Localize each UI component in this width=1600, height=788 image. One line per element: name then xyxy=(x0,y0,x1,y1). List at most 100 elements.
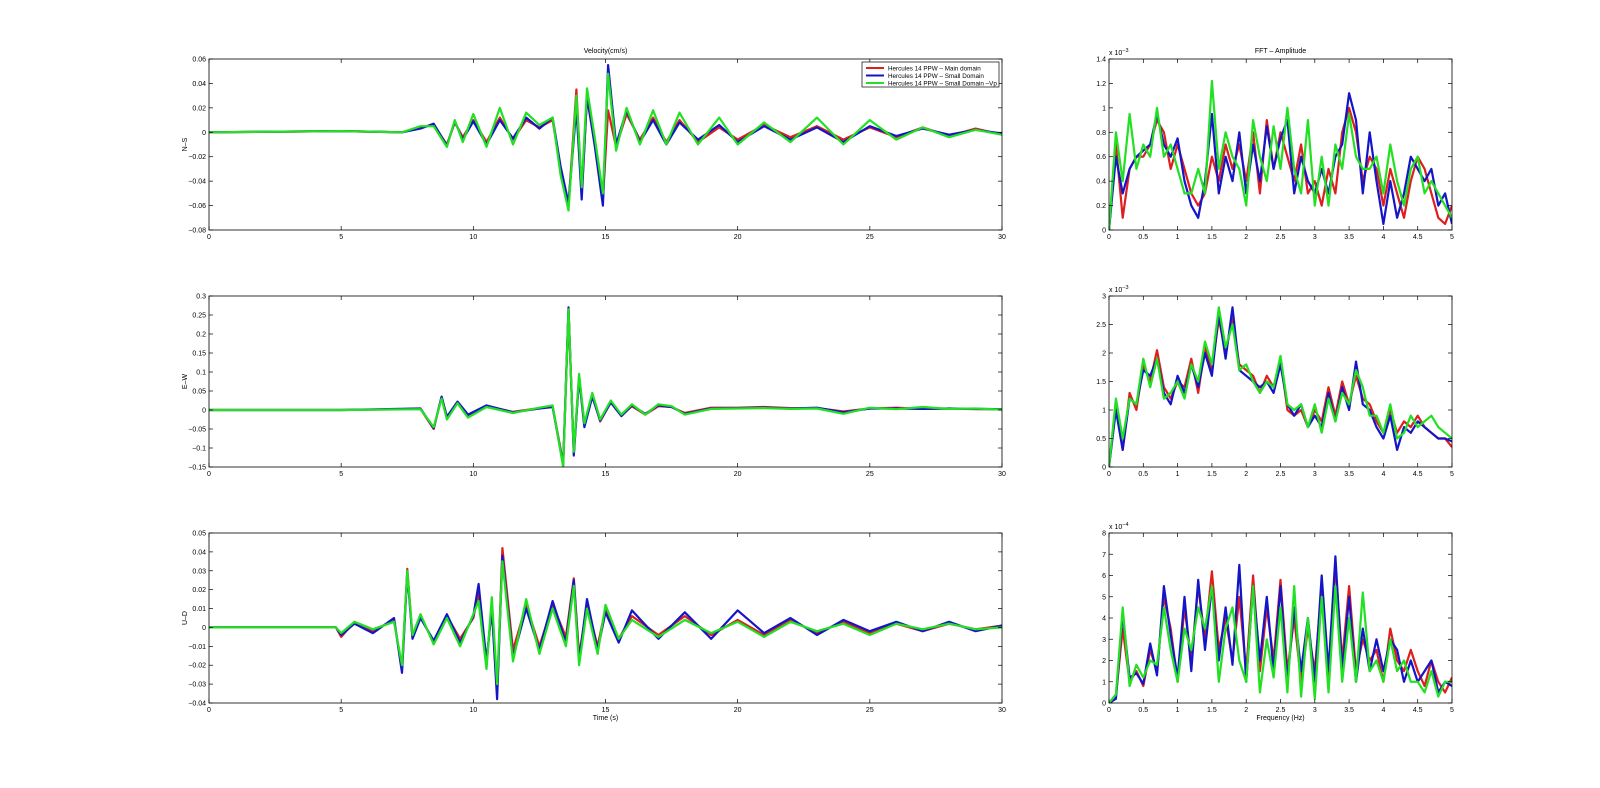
chart-title: Velocity(cm/s) xyxy=(584,48,628,55)
y-tick-label: 1 xyxy=(1102,105,1106,112)
x-tick-label: 10 xyxy=(469,707,477,714)
x-tick-label: 0 xyxy=(207,471,211,478)
series-line-main xyxy=(1109,106,1452,230)
x-tick-label: 0 xyxy=(207,707,211,714)
y-tick-label: 0.05 xyxy=(192,531,206,538)
series-line-smallvp xyxy=(209,72,1002,212)
x-tick-label: 2 xyxy=(1244,707,1248,714)
series-line-smallvp xyxy=(1109,584,1452,703)
x-tick-label: 25 xyxy=(866,471,874,478)
y-tick-label: 5 xyxy=(1102,594,1106,601)
x-tick-label: 15 xyxy=(602,471,610,478)
x-tick-label: 10 xyxy=(469,234,477,241)
x-tick-label: 5 xyxy=(339,707,343,714)
axes-box xyxy=(208,532,1003,704)
panel-4: 0 0.5 1 1.5 2 2.5 3 3.5 4 4.5 500.511.522.53x 10−3 xyxy=(1096,285,1454,478)
x-tick-label: 2.5 xyxy=(1276,234,1286,241)
y-tick-label: 1 xyxy=(1102,408,1106,415)
y-exponent-value: −3 xyxy=(1122,48,1128,54)
x-tick-label: 0.5 xyxy=(1138,234,1148,241)
y-tick-label: −0.08 xyxy=(188,228,206,235)
x-tick-label: 5 xyxy=(1450,471,1454,478)
x-tick-label: 0.5 xyxy=(1138,471,1148,478)
y-tick-label: 0.6 xyxy=(1096,154,1106,161)
series-line-main xyxy=(209,308,1002,465)
x-tick-label: 30 xyxy=(998,471,1006,478)
x-tick-label: 1.5 xyxy=(1207,234,1217,241)
x-tick-label: 1 xyxy=(1176,707,1180,714)
x-tick-label: 2.5 xyxy=(1276,707,1286,714)
x-tick-label: 15 xyxy=(602,234,610,241)
series-line-small xyxy=(1109,555,1452,703)
y-exponent-value: −3 xyxy=(1122,285,1128,291)
y-tick-label: −0.01 xyxy=(188,644,206,651)
y-tick-label: 2 xyxy=(1102,351,1106,358)
panel-2: 0 0.5 1 1.5 2 2.5 3 3.5 4 4.5 5 0 0.2 0.4 0.6 0.8 1 1.2 1.… xyxy=(1096,48,1454,241)
y-tick-label: 0.01 xyxy=(192,606,206,613)
y-tick-label: −0.02 xyxy=(188,154,206,161)
y-tick-label: −0.1 xyxy=(192,446,206,453)
series-line-smallvp xyxy=(1109,306,1452,467)
x-tick-label: 20 xyxy=(734,234,742,241)
y-tick-label: 7 xyxy=(1102,552,1106,559)
y-tick-label: −0.03 xyxy=(188,682,206,689)
y-tick-label: 2 xyxy=(1102,658,1106,665)
x-tick-label: 0.5 xyxy=(1138,707,1148,714)
y-tick-label: 0.06 xyxy=(192,57,206,64)
series-line-smallvp xyxy=(209,308,1002,467)
y-tick-label: 0.15 xyxy=(192,351,206,358)
x-tick-label: 5 xyxy=(339,234,343,241)
y-axis-label: E–W xyxy=(182,374,189,390)
y-tick-label: 1 xyxy=(1102,679,1106,686)
series-group xyxy=(1109,79,1452,230)
chart-title: FFT – Amplitude xyxy=(1255,48,1306,55)
y-tick-label: 0 xyxy=(1102,701,1106,708)
y-tick-label: 0.1 xyxy=(196,370,206,377)
legend-entry-label: Hercules 14 PPW – Small Domain –Vp xyxy=(888,80,997,87)
y-exponent-label: x 10−4 xyxy=(1109,522,1129,531)
x-tick-label: 30 xyxy=(998,707,1006,714)
x-tick-label: 5 xyxy=(339,471,343,478)
y-axis-label: N–S xyxy=(182,137,189,151)
y-tick-label: 0.04 xyxy=(192,81,206,88)
y-tick-label: 0.02 xyxy=(192,587,206,594)
series-line-smallvp xyxy=(209,560,1002,686)
panel-5: 0 5 10 15 20 25 30 −0.04 −0.03 −0.02 −0.01 0 0.01 0.0… xyxy=(182,531,1006,723)
y-exponent-label: x 10−3 xyxy=(1109,48,1129,57)
y-tick-label: 1.4 xyxy=(1096,57,1106,64)
y-tick-label: −0.15 xyxy=(188,465,206,472)
x-tick-label: 2 xyxy=(1244,234,1248,241)
y-tick-label: 0.05 xyxy=(192,389,206,396)
x-tick-label: 30 xyxy=(998,234,1006,241)
series-group xyxy=(209,546,1002,701)
series-line-small xyxy=(1109,92,1452,230)
y-tick-label: 0 xyxy=(1102,465,1106,472)
y-tick-label: 0 xyxy=(202,130,206,137)
series-line-main xyxy=(209,546,1002,695)
series-line-small xyxy=(1109,306,1452,467)
x-tick-label: 3.5 xyxy=(1344,471,1354,478)
x-tick-label: 25 xyxy=(866,234,874,241)
x-tick-label: 10 xyxy=(469,471,477,478)
x-tick-label: 3.5 xyxy=(1344,707,1354,714)
x-tick-label: 4.5 xyxy=(1413,707,1423,714)
series-group xyxy=(1109,306,1452,467)
x-tick-label: 3 xyxy=(1313,707,1317,714)
x-tick-label: 4.5 xyxy=(1413,471,1423,478)
panel-6: 0 0.5 1 1.5 2 2.5 3 3.5 4 4.5 5 0 1 2 3 4 5 6 7 8x 10−4 Freq… xyxy=(1102,522,1454,722)
y-tick-label: −0.02 xyxy=(188,663,206,670)
y-tick-label: 0 xyxy=(202,625,206,632)
y-tick-label: −0.04 xyxy=(188,179,206,186)
series-line-main xyxy=(1109,317,1452,467)
y-exponent-label: x 10−3 xyxy=(1109,285,1129,294)
y-tick-label: 6 xyxy=(1102,573,1106,580)
y-tick-label: −0.05 xyxy=(188,427,206,434)
panel-3: 0 5 10 15 20 25 30 −0.15 −0.1 −0.05 0 0.05 0.1 0.15 0.… xyxy=(182,294,1006,479)
y-tick-label: 0 xyxy=(1102,228,1106,235)
y-axis-label: U–D xyxy=(182,611,189,625)
series-group xyxy=(209,306,1002,467)
y-exponent-value: −4 xyxy=(1122,522,1128,528)
y-tick-label: 1.2 xyxy=(1096,81,1106,88)
series-group xyxy=(1109,555,1452,703)
